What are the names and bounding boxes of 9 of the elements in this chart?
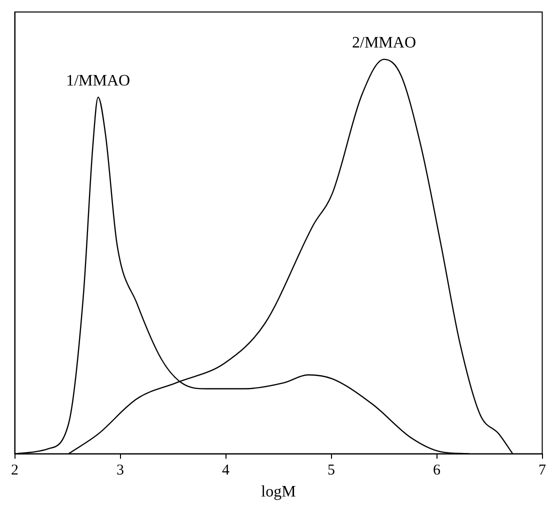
x-tick-label: 4: [222, 462, 230, 479]
series-label: 2/MMAO: [352, 34, 416, 52]
x-axis-title: logM: [261, 484, 296, 501]
x-tick-label: 2: [11, 462, 18, 479]
series-label: 1/MMAO: [66, 72, 130, 90]
x-tick-label: 3: [116, 462, 124, 479]
x-tick-label: 7: [538, 462, 546, 479]
x-tick-label: 6: [433, 462, 441, 479]
x-tick-label: 5: [328, 462, 335, 479]
